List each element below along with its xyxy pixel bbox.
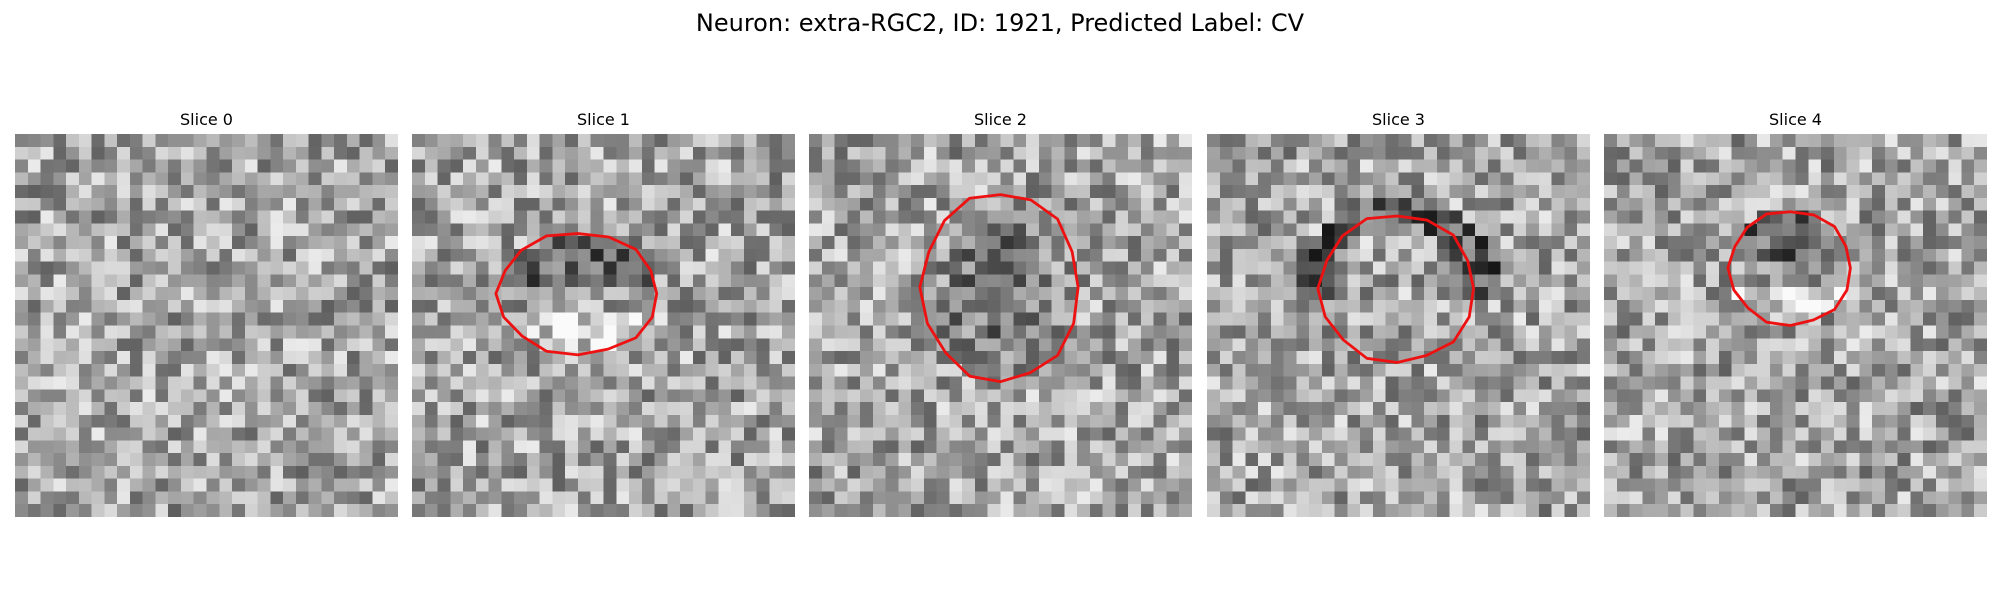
- slice-panel-3: Slice 3: [1207, 110, 1590, 520]
- slice-image-1: [412, 134, 795, 517]
- slice-panel-0: Slice 0: [15, 110, 398, 520]
- figure-title: Neuron: extra-RGC2, ID: 1921, Predicted …: [695, 9, 1305, 37]
- slice-title-1: Slice 1: [577, 110, 630, 129]
- slice-panel-1: Slice 1: [412, 110, 795, 520]
- slice-panel-2: Slice 2: [809, 110, 1192, 520]
- slice-title-4: Slice 4: [1769, 110, 1822, 129]
- segmentation-contour-3: [1316, 214, 1475, 364]
- slice-image-2: [809, 134, 1192, 517]
- slice-image-0: [15, 134, 398, 517]
- slice-image-4: [1604, 134, 1987, 517]
- segmentation-contour-2: [918, 193, 1080, 384]
- slice-title-0: Slice 0: [180, 110, 233, 129]
- segmentation-contour-4: [1726, 210, 1852, 327]
- slice-panel-4: Slice 4: [1604, 110, 1987, 520]
- slice-title-3: Slice 3: [1372, 110, 1425, 129]
- segmentation-contour-1: [494, 232, 659, 357]
- slice-title-2: Slice 2: [974, 110, 1027, 129]
- slice-image-3: [1207, 134, 1590, 517]
